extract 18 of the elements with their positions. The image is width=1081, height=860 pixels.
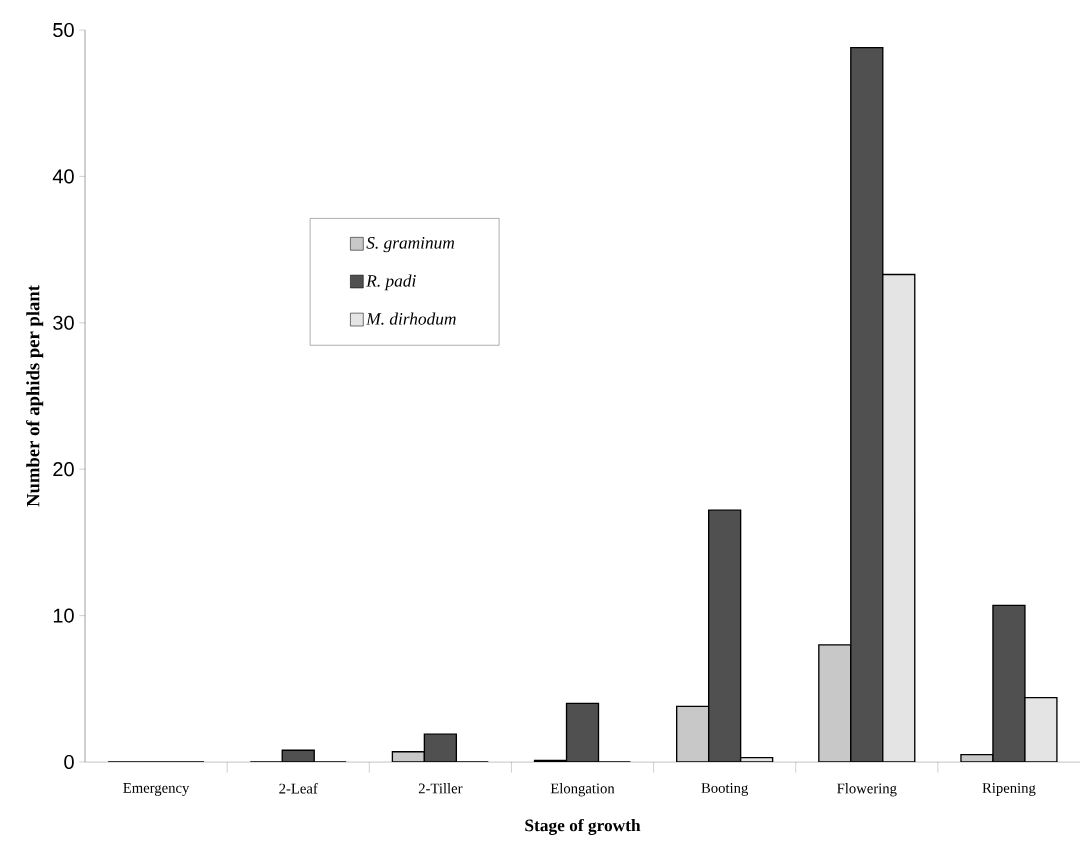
x-tick-label: Booting [701,783,748,796]
y-axis-title: Number of aphids per plant [26,285,44,507]
y-tick-label: 40 [52,169,74,184]
legend-label: M. dirhodum [366,312,456,325]
y-tick-label: 0 [64,754,74,770]
x-tick-label: Ripening [982,783,1036,796]
x-axis-title: Stage of growth [525,818,641,835]
legend-label: R. padi [366,274,416,291]
x-tick-label: 2-Leaf [279,783,318,794]
y-tick-label: 10 [53,608,74,623]
x-tick-label: 2-Tiller [418,783,463,794]
x-tick-label: Flowering [837,783,897,797]
y-tick-label: 20 [53,462,74,477]
y-tick-label: 50 [53,22,74,38]
legend-label: S. graminum [366,237,455,253]
y-tick-label: 30 [53,315,74,330]
x-tick-label: Emergency [123,783,190,796]
x-tick-label: Elongation [550,783,615,797]
